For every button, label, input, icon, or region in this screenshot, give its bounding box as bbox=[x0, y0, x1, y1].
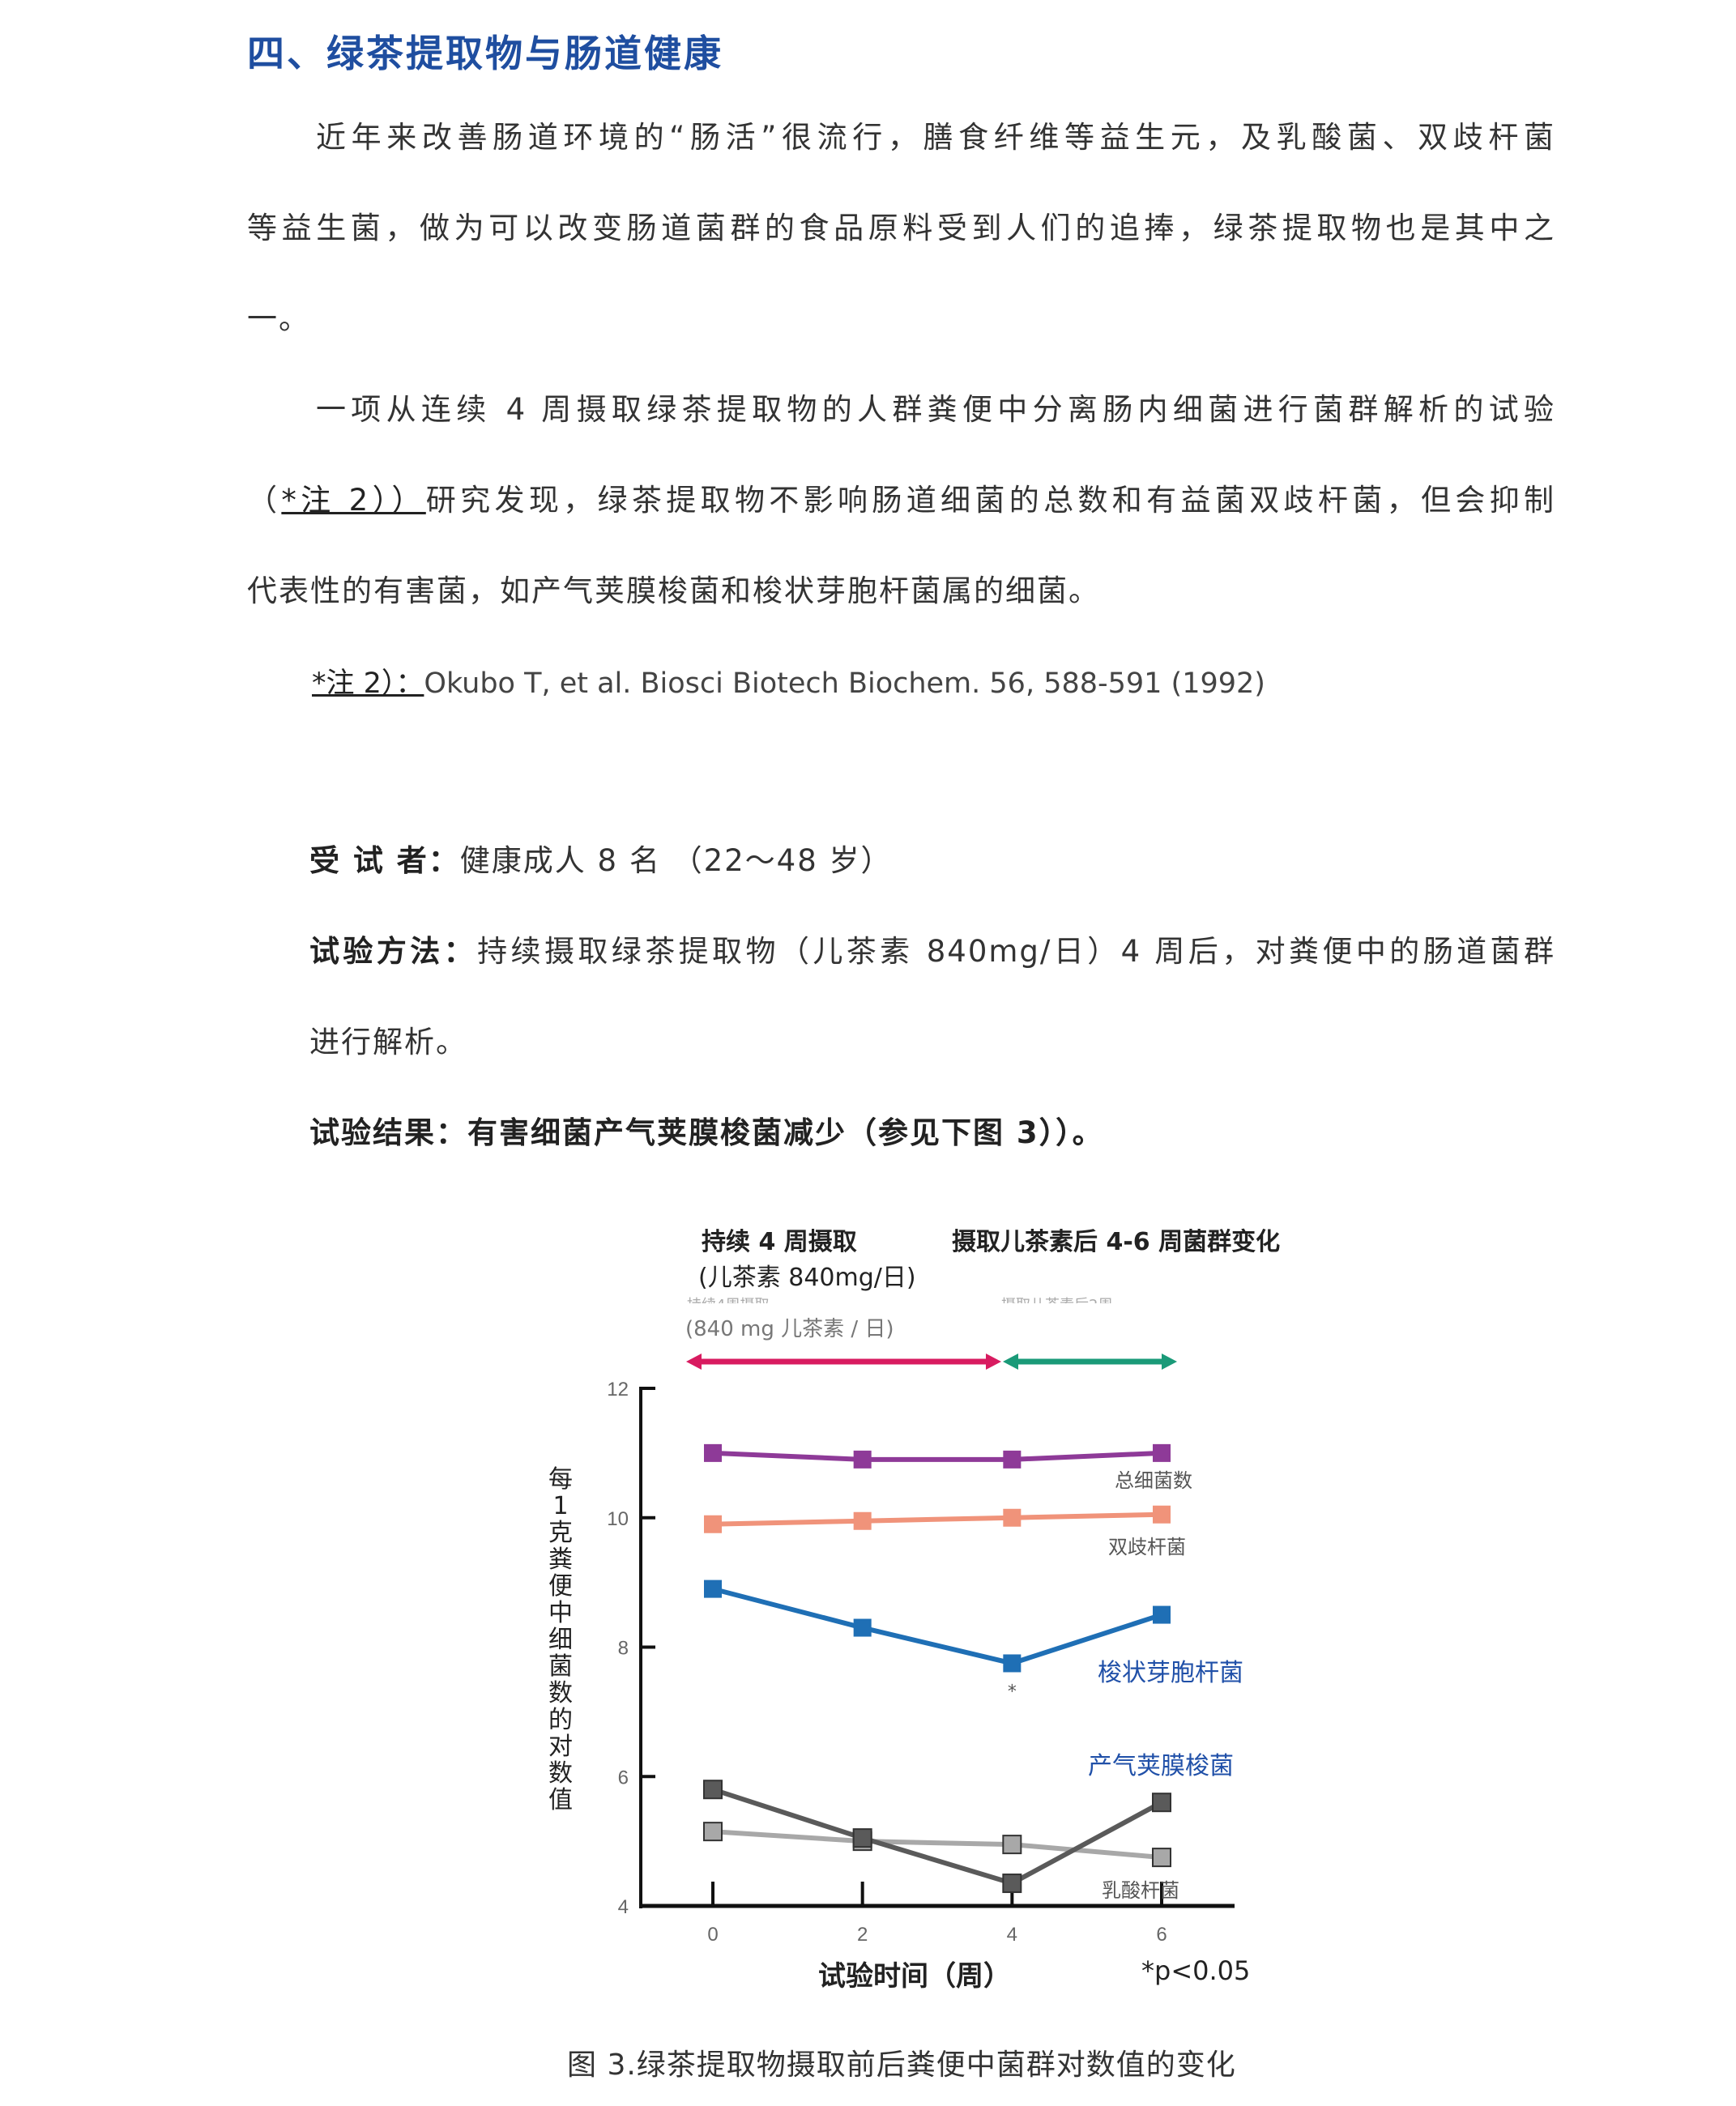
series-label-lactobacillus: 乳酸杆菌 bbox=[1102, 1879, 1179, 1902]
data-point bbox=[1002, 1835, 1022, 1855]
intake-arrow-head-right bbox=[986, 1354, 1001, 1370]
data-point bbox=[703, 1780, 723, 1800]
subjects-line: 受 试 者：健康成人 8 名 （22～48 岁） bbox=[309, 838, 893, 884]
data-point bbox=[852, 1828, 872, 1848]
data-point bbox=[853, 1618, 872, 1637]
series-label-clostridium: 梭状芽胞杆菌 bbox=[1098, 1659, 1243, 1687]
section-heading: 四、绿茶提取物与肠道健康 bbox=[247, 32, 723, 75]
y-axis-label: 每1克粪便中细菌数的对数值 bbox=[548, 1465, 573, 1814]
method-label: 试验方法： bbox=[309, 934, 478, 969]
after-arrow-head-right bbox=[1162, 1354, 1177, 1370]
y-tick-label: 6 bbox=[618, 1767, 629, 1788]
series-line-4 bbox=[712, 1829, 1162, 1861]
chart-header-right: 摄取儿茶素后 4-6 周菌群变化 bbox=[952, 1228, 1281, 1256]
x-tick-label: 4 bbox=[1007, 1924, 1017, 1946]
paragraph-1-line-3: 一。 bbox=[247, 301, 310, 336]
method-line: 试验方法：持续摄取绿茶提取物（儿茶素 840mg/日）4 周后，对粪便中的肠道菌… bbox=[309, 929, 1555, 974]
data-point bbox=[704, 1443, 722, 1462]
series-line-2 bbox=[712, 1586, 1162, 1666]
x-tick-label: 0 bbox=[707, 1924, 718, 1946]
data-point bbox=[704, 1580, 722, 1598]
paragraph-2-line-3: 代表性的有害菌，如产气荚膜梭菌和梭状芽胞杆菌属的细菌。 bbox=[247, 573, 1100, 608]
method-text: 持续摄取绿茶提取物（儿茶素 840mg/日）4 周后，对粪便中的肠道菌群 bbox=[477, 934, 1555, 969]
subjects-text: 健康成人 8 名 （22～48 岁） bbox=[459, 843, 893, 878]
paragraph-2-line-1: 一项从连续 4 周摄取绿茶提取物的人群粪便中分离肠内细菌进行菌群解析的试验 bbox=[316, 392, 1555, 427]
series-label-bifidobacterium: 双歧杆菌 bbox=[1108, 1536, 1186, 1558]
x-tick-label: 6 bbox=[1156, 1924, 1167, 1946]
open-paren: （ bbox=[247, 483, 282, 518]
method-line-2: 进行解析。 bbox=[309, 1025, 467, 1059]
data-point bbox=[1152, 1848, 1171, 1868]
significance-marker: * bbox=[1008, 1682, 1017, 1702]
footnote-citation: Okubo T, et al. Biosci Biotech Biochem. … bbox=[424, 667, 1265, 700]
note-reference-link[interactable]: *注 2）） bbox=[281, 483, 426, 518]
y-tick-label: 8 bbox=[618, 1638, 629, 1660]
y-tick-label: 4 bbox=[618, 1896, 629, 1918]
data-point bbox=[1002, 1874, 1022, 1894]
result-text: 有害细菌产气荚膜梭菌减少（参见下图 3））。 bbox=[467, 1115, 1104, 1150]
data-point bbox=[703, 1822, 723, 1842]
intake-arrow-head-left bbox=[686, 1354, 702, 1370]
data-point bbox=[853, 1511, 872, 1530]
data-point bbox=[853, 1450, 872, 1469]
faded-label-3: 摄取儿茶素后2周 bbox=[1001, 1294, 1112, 1303]
data-point bbox=[1153, 1605, 1171, 1624]
data-point bbox=[704, 1515, 722, 1533]
chart-header-left-2: (儿茶素 840mg/日) bbox=[698, 1264, 916, 1292]
figure-caption: 图 3.绿茶提取物摄取前后粪便中菌群对数值的变化 bbox=[567, 2048, 1236, 2082]
footnote: *注 2）：Okubo T, et al. Biosci Biotech Bio… bbox=[312, 660, 1265, 701]
after-arrow-head-left bbox=[1003, 1354, 1018, 1370]
data-point bbox=[1153, 1505, 1171, 1524]
data-point bbox=[1152, 1793, 1171, 1813]
series-line-3 bbox=[712, 1787, 1163, 1886]
y-tick-label: 12 bbox=[607, 1379, 629, 1400]
result-label: 试验结果： bbox=[309, 1115, 467, 1150]
chart-header-left-1: 持续 4 周摄取 bbox=[702, 1228, 857, 1256]
series-line-0 bbox=[712, 1450, 1162, 1462]
significance-note: *p<0.05 bbox=[1141, 1955, 1251, 1986]
paragraph-2-line-2: （*注 2））研究发现，绿茶提取物不影响肠道细菌的总数和有益菌双歧杆菌，但会抑制 bbox=[247, 478, 1555, 523]
x-axis-label: 试验时间（周） bbox=[818, 1960, 1011, 1993]
series-label-perfringens: 产气荚膜梭菌 bbox=[1088, 1752, 1234, 1780]
paragraph-2-line-2-text: 研究发现，绿茶提取物不影响肠道细菌的总数和有益菌双歧杆菌，但会抑制 bbox=[425, 483, 1556, 518]
faded-label-2: (840 mg 儿茶素 / 日) bbox=[685, 1317, 894, 1341]
data-point bbox=[1153, 1443, 1171, 1462]
data-point bbox=[1003, 1450, 1022, 1469]
data-point bbox=[1003, 1654, 1022, 1673]
result-line: 试验结果：有害细菌产气荚膜梭菌减少（参见下图 3））。 bbox=[309, 1111, 1104, 1156]
data-point bbox=[1003, 1508, 1022, 1527]
paragraph-1-line-1: 近年来改善肠道环境的“肠活”很流行，膳食纤维等益生元，及乳酸菌、双歧杆菌 bbox=[316, 120, 1555, 155]
series-line-1 bbox=[712, 1511, 1162, 1527]
footnote-ref: *注 2）： bbox=[312, 667, 424, 700]
series-label-total: 总细菌数 bbox=[1115, 1469, 1192, 1492]
y-tick-label: 10 bbox=[607, 1508, 629, 1530]
subjects-label: 受 试 者： bbox=[309, 843, 460, 878]
paragraph-1-line-2: 等益生菌，做为可以改变肠道菌群的食品原料受到人们的追捧，绿茶提取物也是其中之 bbox=[247, 211, 1555, 245]
x-tick-label: 2 bbox=[857, 1924, 868, 1946]
